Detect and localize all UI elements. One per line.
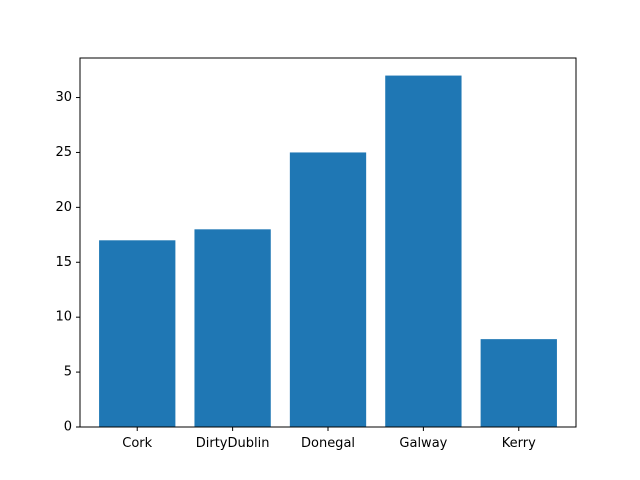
bar-dirtydublin — [194, 229, 271, 427]
x-tick-label: Donegal — [301, 436, 355, 451]
bar-kerry — [480, 339, 557, 427]
x-tick-label: DirtyDublin — [196, 436, 270, 451]
x-tick-label: Cork — [122, 436, 152, 451]
y-tick-label: 30 — [55, 90, 72, 105]
bars-layer — [99, 75, 557, 427]
bar-donegal — [289, 152, 367, 427]
x-tick-label: Galway — [399, 436, 447, 451]
y-tick-label: 0 — [64, 420, 72, 435]
y-tick-label: 25 — [55, 145, 72, 160]
x-tick-label: Kerry — [502, 436, 536, 451]
y-axis: 0 5 10 15 20 25 30 — [55, 90, 80, 435]
bar-cork — [99, 240, 176, 427]
plot-frame — [79, 57, 577, 428]
y-tick-label: 10 — [55, 310, 72, 325]
y-tick-label: 5 — [64, 365, 72, 380]
x-axis: Cork DirtyDublin Donegal Galway Kerry — [122, 427, 536, 451]
bar-galway — [385, 75, 462, 427]
y-tick-label: 20 — [55, 200, 72, 215]
y-tick-label: 15 — [55, 255, 72, 270]
